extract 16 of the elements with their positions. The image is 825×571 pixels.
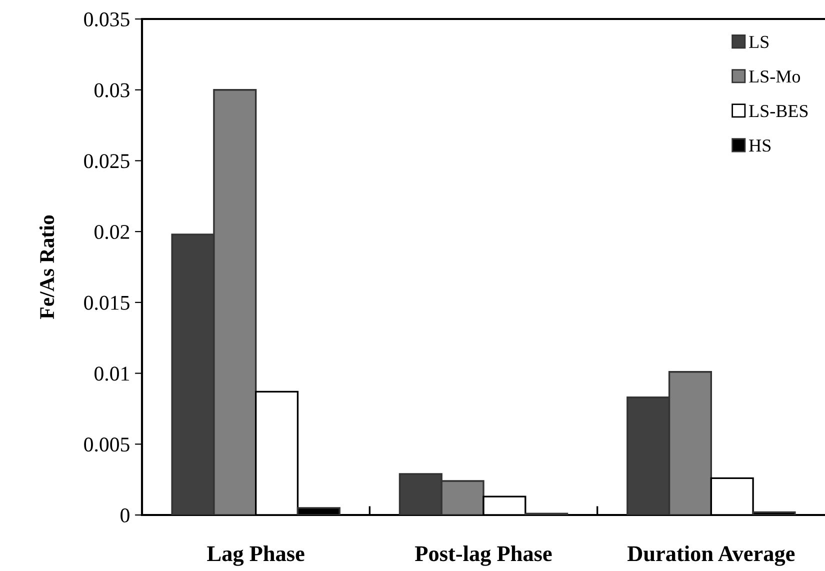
- legend-label: LS-Mo: [749, 70, 800, 83]
- y-tick-label: 0.02: [94, 224, 130, 240]
- y-tick-label: 0.015: [84, 296, 130, 310]
- x-tick-label: Lag Phase: [207, 546, 304, 566]
- legend-label: HS: [749, 140, 771, 152]
- legend-label: LS: [749, 36, 769, 48]
- x-tick-label: Duration Average: [628, 546, 795, 566]
- x-tick-label: Post-lag Phase: [415, 546, 552, 566]
- y-tick-label: 0.025: [84, 154, 130, 168]
- y-axis-title: Fe/As Ratio: [39, 215, 54, 320]
- y-tick-label: 0.035: [84, 12, 130, 27]
- y-tick-label: 0: [120, 508, 130, 522]
- y-tick-label: 0.005: [84, 438, 130, 452]
- legend-label: LS-BES: [749, 105, 808, 118]
- y-tick-label: 0.03: [94, 83, 130, 98]
- y-tick-label: 0.01: [94, 366, 129, 381]
